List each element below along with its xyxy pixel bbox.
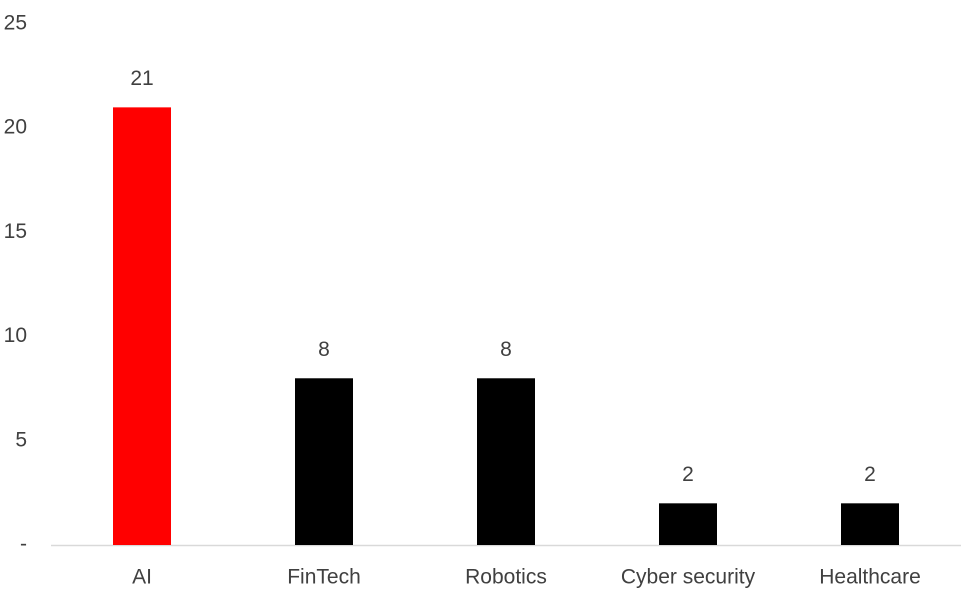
x-tick-label: AI	[132, 566, 152, 589]
y-tick-label: 25	[4, 12, 27, 35]
data-label: 8	[318, 338, 330, 361]
y-tick-label: 5	[15, 428, 27, 451]
y-tick-label: -	[20, 533, 27, 556]
bar	[113, 107, 171, 546]
data-label: 8	[500, 338, 512, 361]
bar	[841, 503, 899, 545]
bar	[659, 503, 717, 545]
bar	[295, 378, 353, 545]
y-tick-label: 10	[4, 324, 27, 347]
x-tick-label: Healthcare	[819, 566, 921, 589]
x-tick-label: Cyber security	[621, 566, 756, 589]
x-tick-label: FinTech	[287, 566, 361, 589]
x-tick-label: Robotics	[465, 566, 547, 589]
data-label: 2	[682, 463, 694, 486]
y-tick-label: 20	[4, 116, 27, 139]
data-label: 21	[130, 67, 153, 90]
data-label: 2	[864, 463, 876, 486]
y-tick-label: 15	[4, 220, 27, 243]
bar	[477, 378, 535, 545]
